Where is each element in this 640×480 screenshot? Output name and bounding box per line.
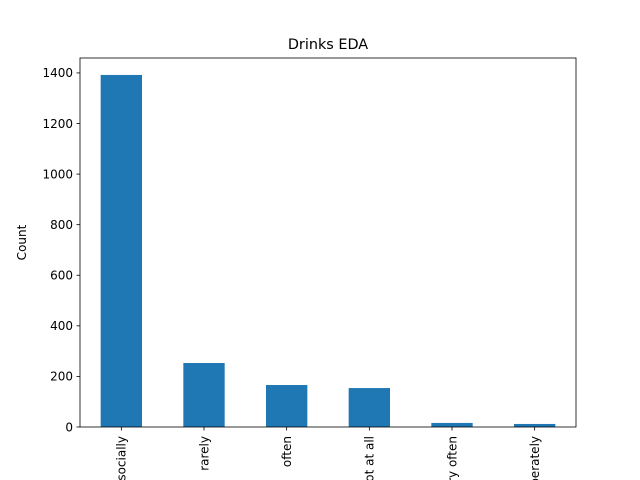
bar [100,74,142,428]
x-tick-label: desperately [528,436,542,480]
bar [431,422,473,427]
y-tick-label: 600 [50,269,73,283]
y-axis-label: Count [15,224,29,260]
y-tick-label: 400 [50,319,73,333]
bar [266,385,308,427]
y-tick-label: 1000 [42,167,73,181]
x-tick-label: not at all [363,436,377,480]
x-tick-label: very often [445,436,459,480]
bar [514,423,556,427]
plot-frame [79,57,577,428]
bar [183,363,225,427]
bar [348,388,390,427]
y-tick-label: 800 [50,218,73,232]
chart-title: Drinks EDA [288,37,368,53]
y-tick-label: 0 [65,420,73,434]
x-tick-label: rarely [197,436,211,471]
x-tick-label: socially [115,436,129,480]
x-tick-label: often [280,436,294,467]
y-tick-label: 1200 [42,117,73,131]
y-tick-label: 200 [50,370,73,384]
y-tick-label: 1400 [42,66,73,80]
